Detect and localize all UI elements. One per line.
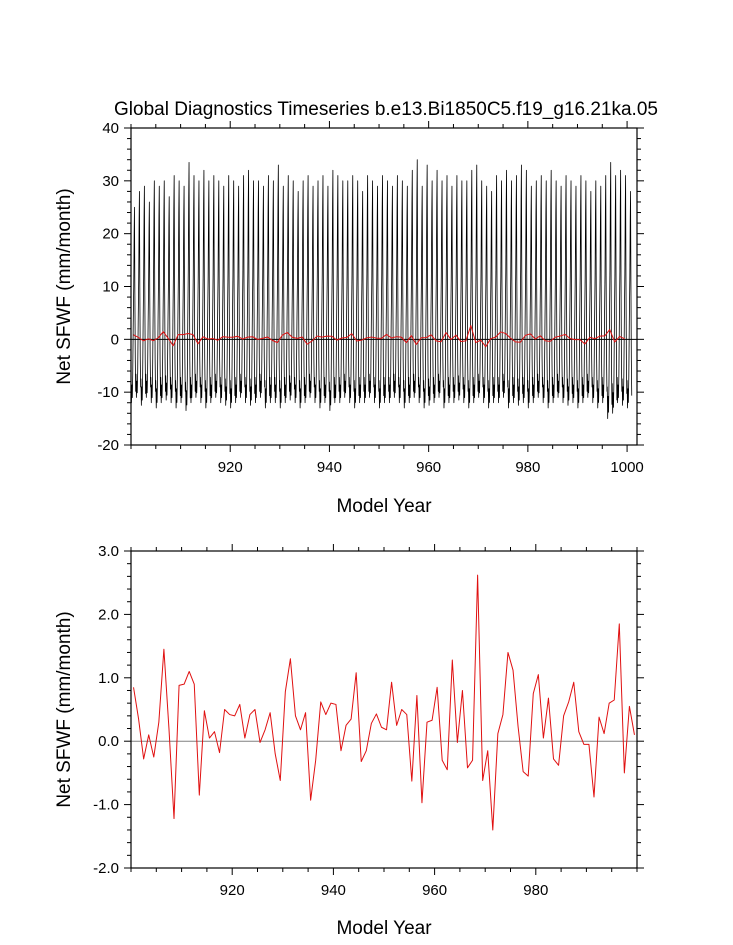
y-tick-label: 40 [102,120,119,137]
y-tick-label: 0 [111,331,119,348]
y-tick-label: 3.0 [98,543,119,560]
y-tick-label: 20 [102,226,119,243]
y-tick-label: 0.0 [98,733,119,750]
y-tick-label: -1.0 [93,797,119,814]
x-tick-label: 920 [220,882,245,899]
x-tick-label: 960 [416,459,441,476]
annual-timeseries-panel: 920 940 960 980 -2.0 -1.0 0.0 1.0 2.0 3.0 Model … [54,543,644,939]
monthly-series-group [130,159,633,419]
monthly-series-line [130,159,633,419]
y-tick-label: 1.0 [98,670,119,687]
plot-frame [130,550,638,869]
annual-series-group [133,574,635,831]
x-tick-label: 980 [523,882,548,899]
y-tick-label: 10 [102,279,119,296]
y-axis-title: Net SFWF (mm/month) [54,611,75,807]
annual-mean-series-line [133,324,625,348]
x-axis-title: Model Year [336,918,432,939]
y-tick-label: 2.0 [98,606,119,623]
y-axis-title: Net SFWF (mm/month) [54,188,75,384]
tick-marks [124,121,644,452]
y-tick-labels: -2.0 -1.0 0.0 1.0 2.0 3.0 [93,543,119,877]
monthly-timeseries-panel: 920 940 960 980 1000 -20 -10 0 10 20 30 40 Model Y… [54,120,644,517]
y-tick-label: -2.0 [93,860,119,877]
x-tick-label: 1000 [610,459,643,476]
y-tick-label: 30 [102,173,119,190]
figure-title: Global Diagnostics Timeseries b.e13.Bi18… [114,99,658,120]
x-tick-label: 920 [218,459,243,476]
tick-marks [124,544,644,875]
x-tick-label: 940 [317,459,342,476]
x-tick-label: 960 [422,882,447,899]
x-tick-labels: 920 940 960 980 1000 [218,459,644,476]
x-tick-label: 980 [515,459,540,476]
x-tick-labels: 920 940 960 980 [220,882,549,899]
x-tick-label: 940 [321,882,346,899]
annual-mean-series-line [133,574,635,831]
x-axis-title: Model Year [336,496,432,517]
y-tick-labels: -20 -10 0 10 20 30 40 [97,120,119,454]
y-tick-label: -20 [97,437,119,454]
y-tick-label: -10 [97,384,119,401]
